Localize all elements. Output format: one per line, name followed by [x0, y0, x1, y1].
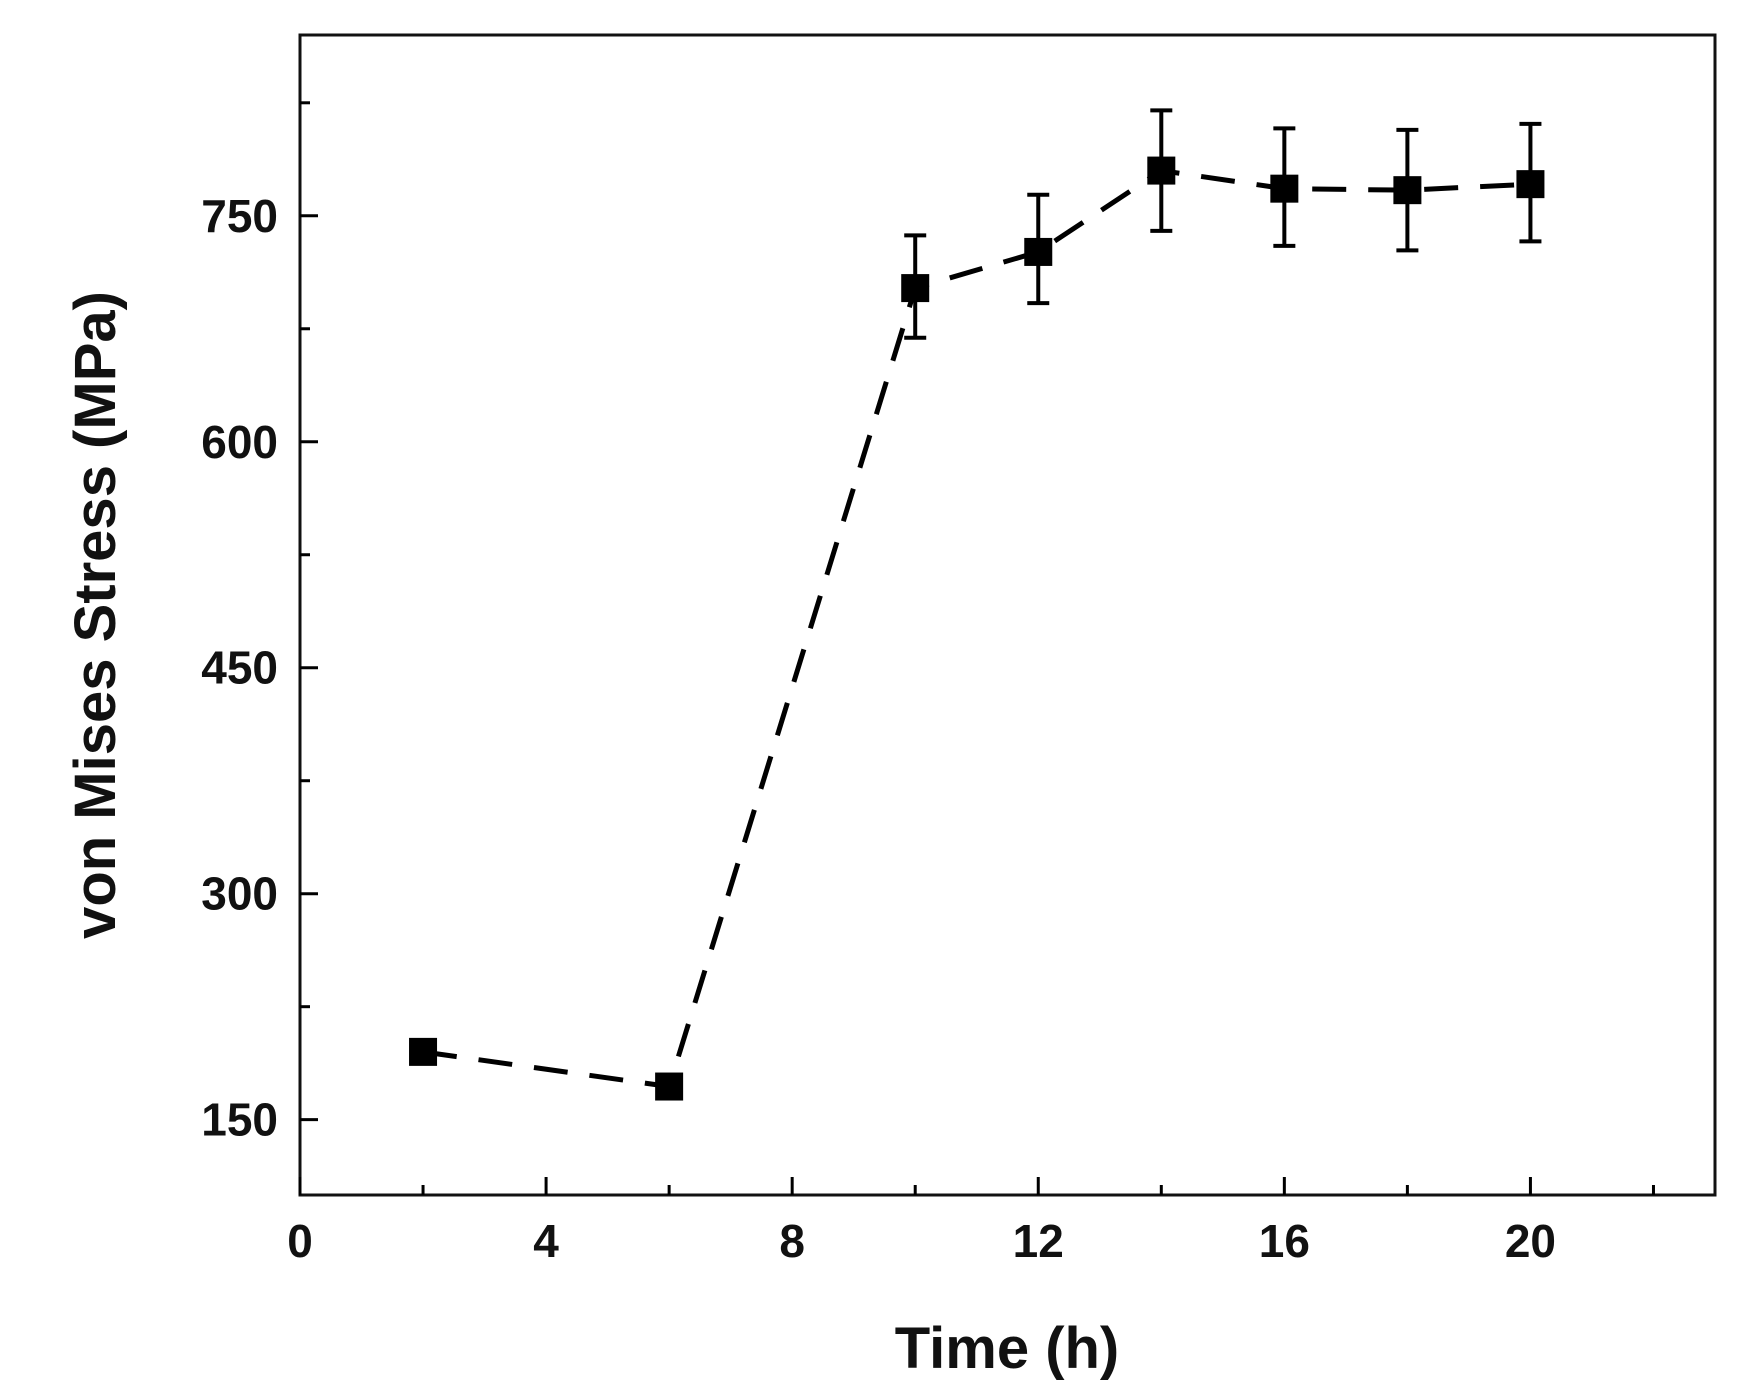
x-axis-ticks	[298, 1177, 1655, 1195]
error-bars-group	[904, 108, 1542, 340]
data-point-marker	[1393, 176, 1422, 205]
y-tick-label: 450	[201, 642, 278, 694]
data-point-marker	[1516, 170, 1545, 199]
x-axis-title: Time (h)	[895, 1316, 1120, 1381]
markers-group	[409, 156, 1545, 1101]
data-point-marker	[1024, 237, 1053, 266]
y-tick-label: 300	[201, 868, 278, 920]
x-tick-label: 12	[1013, 1215, 1064, 1267]
x-tick-label: 4	[533, 1215, 559, 1267]
x-tick-label: 0	[287, 1215, 313, 1267]
plot-frame	[298, 33, 1717, 1197]
data-point-marker	[409, 1037, 438, 1066]
y-tick-label: 750	[201, 190, 278, 242]
series-line-group	[422, 168, 1531, 1090]
y-tick-label: 150	[201, 1094, 278, 1146]
y-axis-ticks	[300, 101, 318, 1122]
y-tick-label: 600	[201, 416, 278, 468]
x-tick-label: 16	[1259, 1215, 1310, 1267]
x-tick-label: 8	[779, 1215, 805, 1267]
data-point-marker	[1270, 174, 1299, 203]
x-tick-label: 20	[1505, 1215, 1556, 1267]
data-point-marker	[1147, 156, 1176, 185]
y-axis-tick-labels: 150 300 450 600 750	[201, 190, 278, 1146]
x-axis-tick-labels: 0 4 8 12 16 20	[287, 1215, 1556, 1267]
data-point-marker	[901, 274, 930, 303]
data-point-marker	[655, 1072, 684, 1101]
y-axis-title: von Mises Stress (MPa)	[63, 291, 128, 939]
series-line	[422, 168, 1531, 1090]
